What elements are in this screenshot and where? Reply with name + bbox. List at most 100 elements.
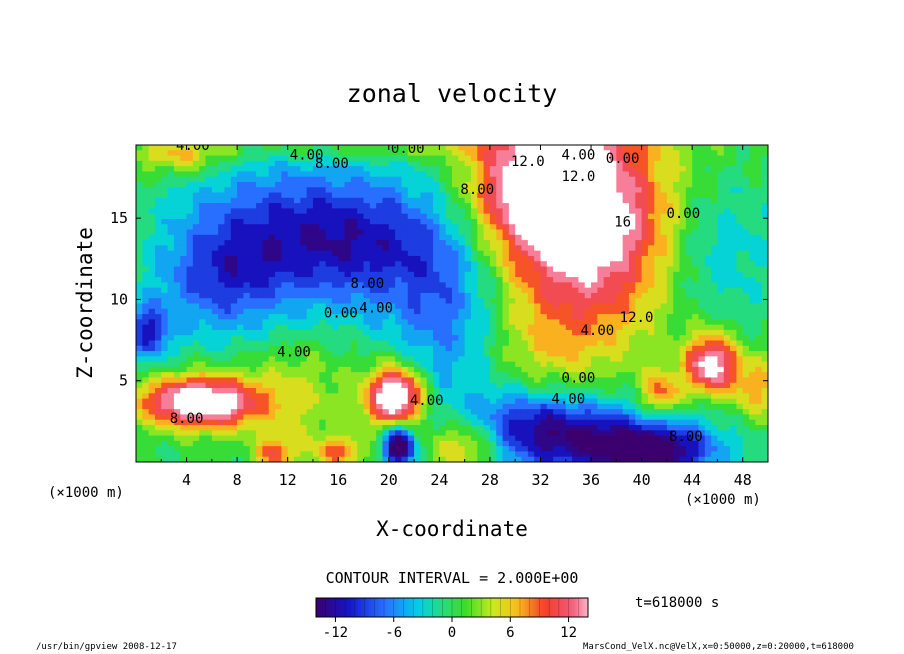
field-cell — [452, 366, 459, 373]
field-cell — [186, 155, 194, 162]
field-cell — [477, 298, 485, 305]
field-cell — [692, 245, 700, 252]
field-cell — [572, 240, 579, 246]
field-cell — [458, 287, 466, 294]
field-cell — [610, 250, 617, 257]
field-cell — [192, 292, 200, 299]
field-cell — [243, 208, 251, 215]
field-cell — [268, 329, 276, 336]
field-cell — [338, 377, 346, 384]
field-cell — [470, 282, 478, 289]
field-cell — [572, 187, 579, 194]
field-cell — [508, 234, 516, 241]
field-cell — [704, 366, 712, 373]
field-cell — [294, 166, 301, 173]
field-cell — [685, 229, 693, 236]
field-cell — [483, 377, 491, 384]
field-cell — [591, 345, 598, 352]
field-cell — [540, 319, 548, 326]
field-cell — [742, 155, 750, 162]
field-cell — [559, 388, 567, 394]
field-cell — [597, 382, 605, 389]
field-cell — [287, 388, 295, 394]
field-cell — [426, 213, 434, 220]
field-cell — [654, 271, 662, 278]
field-cell — [445, 366, 453, 373]
field-cell — [717, 324, 725, 331]
field-cell — [357, 203, 365, 209]
field-cell — [654, 261, 662, 268]
field-cell — [237, 224, 245, 231]
field-cell — [521, 345, 529, 352]
field-cell — [553, 398, 561, 405]
field-cell — [192, 229, 200, 236]
field-cell — [515, 282, 523, 289]
field-cell — [603, 319, 611, 326]
field-cell — [458, 192, 466, 199]
field-cell — [167, 393, 175, 400]
field-cell — [256, 166, 263, 173]
field-cell — [502, 366, 510, 373]
field-cell — [154, 271, 162, 278]
field-cell — [685, 160, 693, 167]
field-cell — [711, 240, 719, 246]
field-cell — [199, 324, 207, 331]
field-cell — [553, 240, 561, 246]
field-cell — [704, 271, 712, 278]
field-cell — [369, 192, 377, 199]
field-cell — [192, 197, 200, 204]
field-cell — [723, 224, 731, 231]
field-cell — [711, 324, 719, 331]
field-cell — [294, 340, 301, 347]
field-cell — [199, 245, 207, 252]
field-cell — [603, 361, 611, 368]
field-cell — [546, 197, 554, 204]
field-cell — [452, 292, 459, 299]
field-cell — [224, 319, 232, 326]
field-cell — [382, 266, 390, 273]
field-cell — [439, 340, 447, 347]
field-cell — [300, 234, 308, 241]
field-cell — [281, 155, 289, 162]
field-cell — [458, 160, 466, 167]
field-cell — [641, 398, 649, 405]
field-cell — [224, 261, 232, 268]
field-cell — [527, 240, 535, 246]
field-cell — [331, 261, 339, 268]
field-cell — [578, 335, 586, 342]
field-cell — [338, 382, 346, 389]
field-cell — [344, 187, 352, 194]
field-cell — [622, 203, 630, 209]
field-cell — [628, 298, 636, 305]
field-cell — [610, 382, 617, 389]
field-cell — [154, 203, 162, 209]
field-cell — [635, 277, 643, 283]
field-cell — [262, 292, 270, 299]
field-cell — [578, 361, 586, 368]
field-cell — [635, 361, 643, 368]
field-cell — [205, 382, 213, 389]
field-cell — [546, 181, 554, 188]
field-cell — [534, 245, 542, 252]
field-cell — [660, 192, 668, 199]
field-cell — [173, 361, 181, 368]
field-cell — [414, 261, 421, 268]
field-cell — [654, 229, 662, 236]
field-cell — [268, 213, 276, 220]
field-cell — [572, 213, 579, 220]
field-cell — [433, 393, 440, 400]
field-cell — [464, 377, 472, 384]
field-cell — [591, 224, 598, 231]
field-cell — [268, 240, 276, 246]
field-cell — [483, 155, 491, 162]
field-cell — [167, 176, 175, 183]
field-cell — [553, 308, 561, 315]
field-cell — [603, 187, 611, 194]
field-cell — [211, 372, 219, 379]
field-cell — [704, 319, 712, 326]
field-cell — [458, 398, 466, 405]
field-cell — [136, 361, 143, 368]
field-cell — [420, 171, 428, 178]
field-cell — [268, 366, 276, 373]
field-cell — [173, 366, 181, 373]
